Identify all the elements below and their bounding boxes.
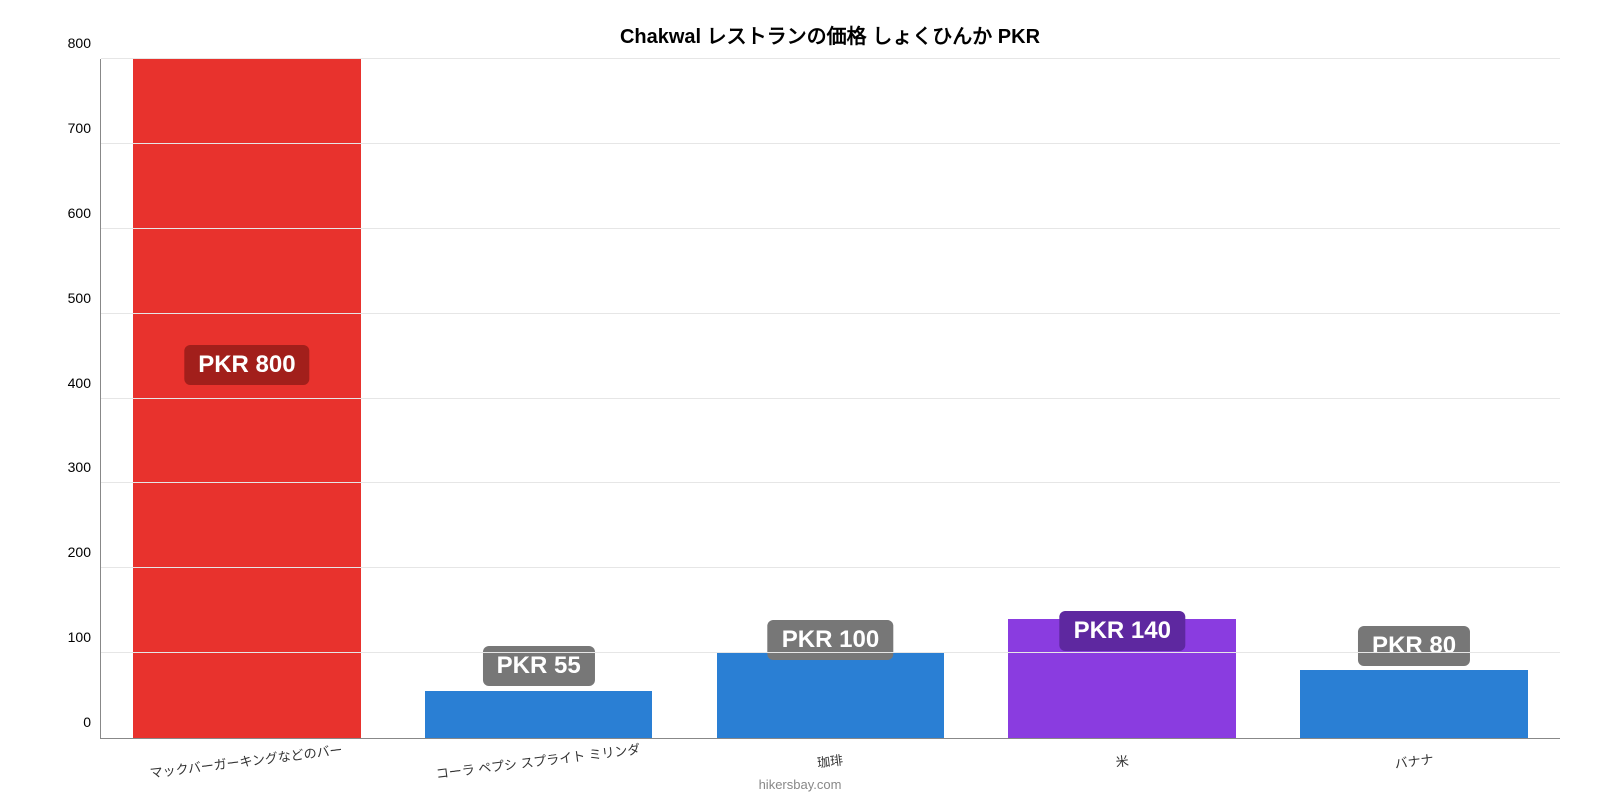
grid-line — [101, 482, 1560, 483]
grid-line — [101, 567, 1560, 568]
attribution-text: hikersbay.com — [0, 777, 1600, 792]
y-tick-label: 0 — [83, 714, 91, 730]
value-badge: PKR 80 — [1358, 626, 1470, 666]
plot-area: PKR 800PKR 55PKR 100PKR 140PKR 80 010020… — [100, 59, 1560, 739]
y-tick-label: 400 — [68, 375, 91, 391]
chart-title: Chakwal レストランの価格 しょくひんか PKR — [100, 20, 1560, 49]
value-badge: PKR 800 — [184, 345, 309, 385]
x-axis-labels: マックバーガーキングなどのバーコーラ ペプシ スプライト ミリンダ珈琲米バナナ — [100, 751, 1560, 770]
grid-line — [101, 58, 1560, 59]
value-badge: PKR 100 — [768, 620, 893, 660]
value-badge: PKR 140 — [1060, 611, 1185, 651]
bar: PKR 55 — [425, 691, 653, 738]
bar: PKR 80 — [1300, 670, 1528, 738]
y-tick-label: 500 — [68, 290, 91, 306]
y-tick-label: 100 — [68, 629, 91, 645]
grid-line — [101, 143, 1560, 144]
grid-line — [101, 398, 1560, 399]
y-tick-label: 700 — [68, 120, 91, 136]
bar-slot: PKR 800 — [101, 59, 393, 738]
grid-line — [101, 652, 1560, 653]
bar-slot: PKR 100 — [685, 59, 977, 738]
bar-slot: PKR 140 — [976, 59, 1268, 738]
bar: PKR 800 — [133, 59, 361, 738]
bars-container: PKR 800 PKR 55 PKR 100 PKR 140 PKR 80 — [101, 59, 1560, 738]
bar-slot: PKR 55 — [393, 59, 685, 738]
bar: PKR 140 — [1008, 619, 1236, 738]
bar: PKR 100 — [717, 653, 945, 738]
bar-slot: PKR 80 — [1268, 59, 1560, 738]
y-tick-label: 600 — [68, 205, 91, 221]
y-tick-label: 200 — [68, 544, 91, 560]
y-tick-label: 300 — [68, 459, 91, 475]
price-bar-chart: Chakwal レストランの価格 しょくひんか PKR PKR 800PKR 5… — [0, 0, 1600, 800]
y-tick-label: 800 — [68, 35, 91, 51]
grid-line — [101, 228, 1560, 229]
grid-line — [101, 313, 1560, 314]
